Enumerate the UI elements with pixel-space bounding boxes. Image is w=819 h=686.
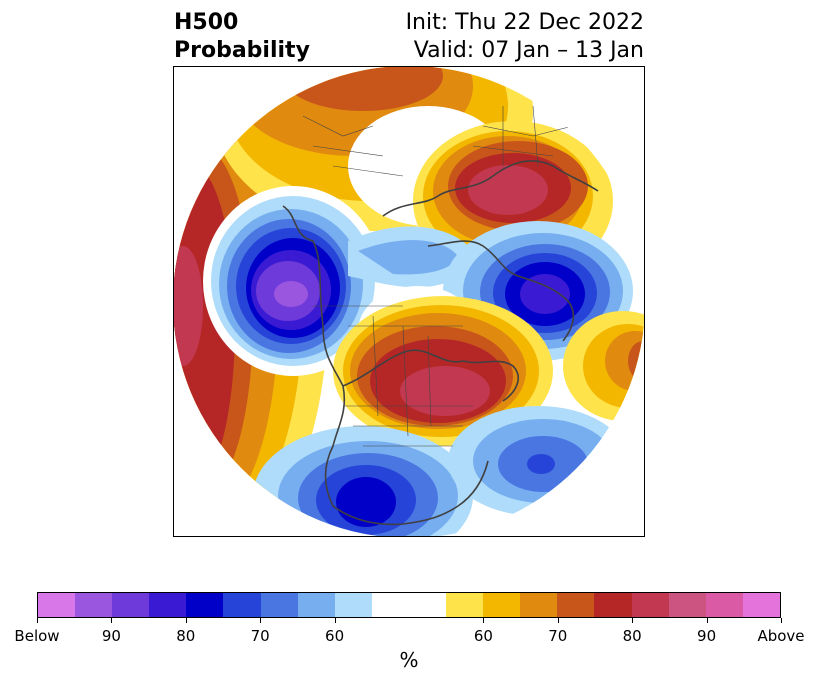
- colorbar-swatch: [223, 593, 261, 617]
- colorbar-swatch: [112, 593, 150, 617]
- colorbar-tick: [37, 618, 38, 623]
- colorbar-swatch: [557, 593, 595, 617]
- colorbar-tick-label: 60: [325, 627, 345, 645]
- country-borders: [302, 105, 574, 447]
- colorbar-swatch: [705, 593, 743, 617]
- colorbar-swatch: [149, 593, 187, 617]
- colorbar: [37, 592, 781, 618]
- colorbar-swatch: [742, 593, 780, 617]
- colorbar-swatch: [371, 593, 409, 617]
- colorbar-tick: [706, 618, 708, 623]
- colorbar-tick: [260, 618, 262, 623]
- coastlines: [282, 160, 599, 526]
- colorbar-swatch: [38, 593, 76, 617]
- probability-map: [173, 66, 645, 537]
- title-line2: Probability: [174, 38, 310, 63]
- colorbar-swatch: [334, 593, 372, 617]
- colorbar-tick-label: 80: [622, 627, 642, 645]
- colorbar-swatch: [631, 593, 669, 617]
- colorbar-tick: [781, 618, 782, 623]
- colorbar-unit: %: [399, 648, 419, 672]
- colorbar-swatch: [594, 593, 632, 617]
- anomaly-central-band-inner: [358, 240, 458, 275]
- colorbar-tick: [557, 618, 559, 623]
- valid-range: Valid: 07 Jan – 13 Jan: [413, 38, 644, 63]
- colorbar-swatch: [483, 593, 521, 617]
- colorbar-swatch: [520, 593, 558, 617]
- colorbar-swatch: [668, 593, 706, 617]
- colorbar-tick: [334, 618, 336, 623]
- colorbar-tick-label: 80: [176, 627, 196, 645]
- colorbar-swatch: [408, 593, 447, 617]
- colorbar-tick-label: 90: [101, 627, 121, 645]
- colorbar-swatch: [446, 593, 484, 617]
- colorbar-swatch: [297, 593, 335, 617]
- colorbar-tick-label: Above: [757, 627, 805, 645]
- chart-title: H500 Probability: [174, 9, 310, 65]
- colorbar-tick-label: 70: [548, 627, 568, 645]
- init-date: Init: Thu 22 Dec 2022: [405, 10, 644, 35]
- init-valid-block: Init: Thu 22 Dec 2022 Valid: 07 Jan – 13…: [406, 9, 644, 65]
- colorbar-tick-label: Below: [14, 627, 60, 645]
- anomaly-arctic-canada-high: [333, 296, 553, 446]
- colorbar-swatch: [75, 593, 113, 617]
- anomaly-subtropical-atlantic-low: [448, 406, 628, 516]
- colorbar-swatch: [186, 593, 224, 617]
- colorbar-tick: [111, 618, 113, 623]
- colorbar-tick-label: 70: [250, 627, 270, 645]
- colorbar-tick: [632, 618, 634, 623]
- colorbar-tick-label: 90: [697, 627, 717, 645]
- colorbar-tick: [185, 618, 187, 623]
- globe: [173, 66, 645, 537]
- colorbar-tick-label: 60: [473, 627, 493, 645]
- anomaly-west-pacific-low: [203, 186, 383, 376]
- colorbar-swatch: [260, 593, 298, 617]
- title-line1: H500: [174, 10, 239, 35]
- colorbar-tick: [483, 618, 485, 623]
